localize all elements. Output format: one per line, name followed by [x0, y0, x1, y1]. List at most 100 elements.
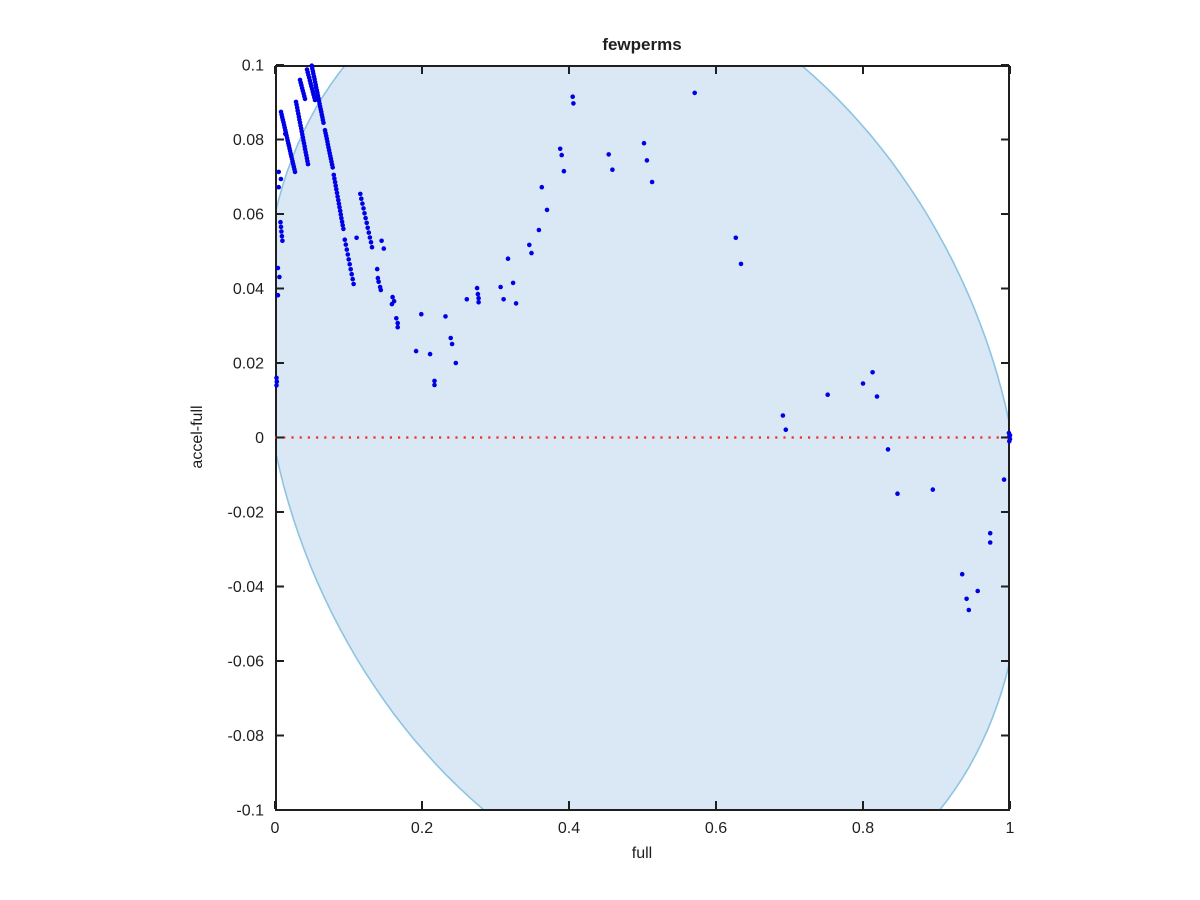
scatter-point	[964, 596, 969, 602]
scatter-point	[354, 235, 359, 241]
scatter-point	[278, 219, 283, 225]
scatter-point	[498, 284, 503, 290]
scatter-point	[570, 94, 575, 99]
scatter-point	[364, 220, 370, 226]
scatter-point	[379, 238, 384, 244]
scatter-point	[529, 250, 534, 256]
scatter-point	[419, 311, 424, 317]
scatter-point	[413, 348, 419, 354]
scatter-point	[475, 291, 481, 297]
scatter-point	[557, 146, 563, 152]
confidence-ellipse	[276, 66, 1009, 810]
scatter-point	[966, 607, 972, 613]
scatter-point	[312, 97, 318, 103]
scatter-point	[780, 413, 786, 418]
scatter-point	[332, 176, 337, 181]
scatter-point	[276, 184, 282, 190]
scatter-point	[368, 240, 374, 245]
scatter-point	[391, 298, 397, 304]
scatter-point	[278, 176, 284, 182]
scatter-point	[347, 262, 353, 267]
scatter-point	[358, 191, 363, 197]
scatter-point	[279, 233, 285, 239]
x-tick-label: 0	[271, 820, 280, 837]
scatter-point	[427, 351, 433, 357]
y-tick-label: 0.04	[233, 281, 264, 298]
scatter-point	[335, 194, 340, 199]
scatter-point	[825, 392, 830, 398]
scatter-point	[321, 120, 326, 125]
scatter-point	[1007, 433, 1013, 438]
chart-title: fewperms	[602, 35, 681, 54]
scatter-point	[571, 101, 576, 106]
scatter-point	[539, 184, 545, 190]
scatter-point	[783, 427, 789, 433]
scatter-point	[432, 378, 437, 384]
scatter-point	[1001, 477, 1007, 482]
scatter-point	[369, 244, 375, 250]
scatter-point	[343, 242, 349, 247]
scatter-point	[692, 90, 697, 96]
scatter-point	[277, 274, 282, 280]
scatter-point	[394, 316, 399, 321]
scatter-point	[449, 341, 455, 347]
scatter-point	[274, 383, 279, 388]
scatter-point	[334, 187, 339, 192]
scatter-point	[274, 375, 279, 381]
scatter-point	[860, 381, 866, 386]
scatter-point	[376, 279, 381, 285]
scatter-point	[339, 219, 345, 224]
scatter-point	[959, 571, 965, 577]
scatter-point	[341, 226, 346, 232]
scatter-point	[275, 265, 281, 271]
scatter-point	[359, 196, 364, 201]
scatter-point	[378, 287, 384, 293]
scatter-point	[610, 167, 615, 172]
x-tick-label: 1	[1006, 820, 1015, 837]
scatter-point	[280, 238, 285, 244]
scatter-point	[339, 215, 344, 221]
scatter-point	[305, 161, 311, 167]
x-axis-label: full	[632, 845, 652, 862]
scatter-point	[644, 158, 650, 163]
scatter-point	[331, 172, 337, 178]
scatter-point	[340, 223, 346, 228]
scatter-point	[561, 168, 567, 174]
scatter-point	[395, 320, 401, 326]
y-tick-label: 0.08	[233, 132, 264, 149]
scatter-point	[336, 201, 342, 206]
scatter-point	[453, 360, 459, 366]
scatter-point	[330, 165, 336, 170]
scatter-point	[443, 314, 448, 319]
scatter-point	[510, 280, 516, 286]
scatter-point	[279, 229, 284, 234]
y-tick-label: 0.06	[233, 207, 264, 224]
scatter-point	[362, 211, 367, 216]
scatter-point	[432, 382, 437, 388]
scatter-point	[885, 447, 891, 452]
scatter-point	[381, 246, 387, 251]
scatter-point	[274, 379, 280, 384]
scatter-point	[536, 227, 542, 233]
confidence-ellipse-layer	[276, 66, 1009, 810]
scatter-points	[274, 63, 1013, 613]
scatter-point	[345, 252, 351, 257]
scatter-point	[333, 183, 339, 188]
scatter-point	[395, 324, 401, 330]
scatter-point	[505, 256, 511, 262]
scatter-point	[337, 205, 342, 210]
scatter-point	[375, 275, 381, 281]
scatter-point	[363, 215, 368, 221]
scatter-point	[302, 96, 308, 102]
scatter-point	[338, 212, 344, 217]
scatter-point	[476, 300, 481, 305]
scatter-point	[738, 261, 744, 267]
scatter-point	[544, 207, 550, 213]
scatter-point	[365, 225, 371, 231]
scatter-point	[336, 197, 341, 203]
scatter-point	[366, 230, 372, 235]
scatter-point	[374, 266, 380, 272]
x-tick-label: 0.4	[558, 820, 580, 837]
scatter-point	[349, 271, 355, 277]
